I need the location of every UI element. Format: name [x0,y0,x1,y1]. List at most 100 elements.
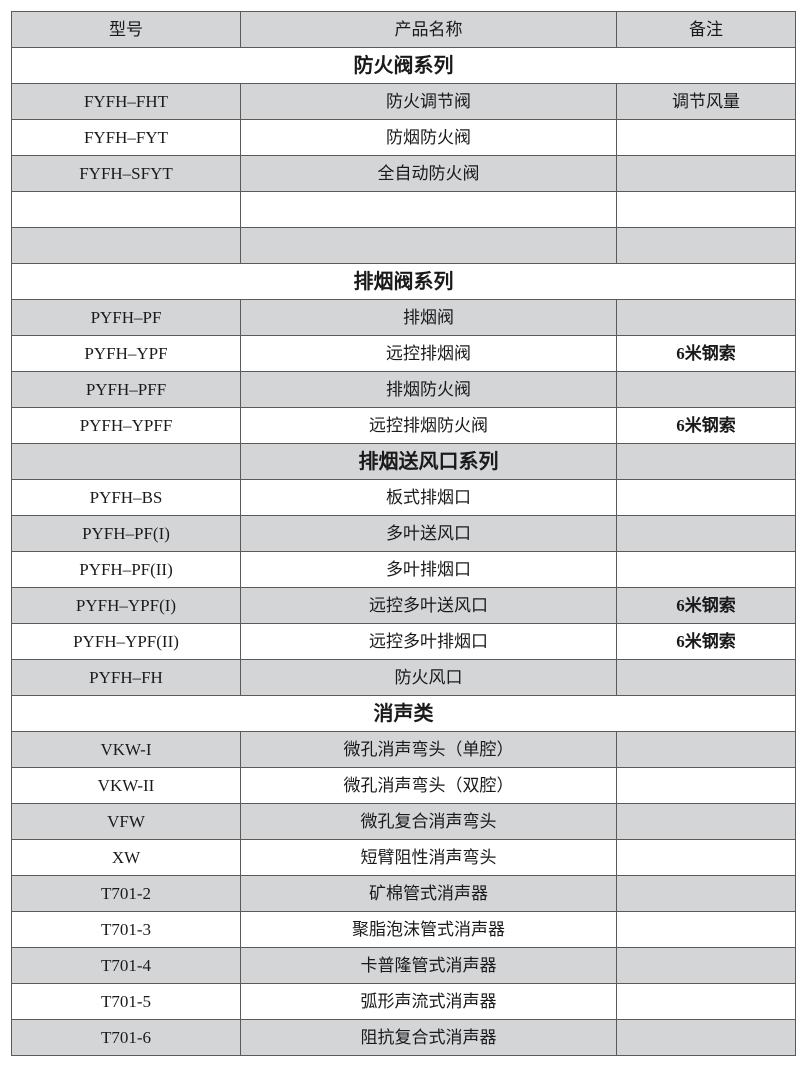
table-row: PYFH–PF 排烟阀 [11,299,796,336]
table-row: XW 短臂阻性消声弯头 [11,839,796,876]
table-row: VFW 微孔复合消声弯头 [11,803,796,840]
product-name-cell: 远控排烟防火阀 [240,407,617,444]
note-cell [616,659,796,696]
note-cell [616,479,796,516]
product-name-cell: 防烟防火阀 [240,119,617,156]
model-cell: PYFH–BS [11,479,241,516]
product-name-cell: 矿棉管式消声器 [240,875,617,912]
section-row: 排烟阀系列 [11,263,796,300]
section-title: 排烟送风口系列 [240,443,617,480]
table-row [11,191,796,228]
product-name-cell [240,191,617,228]
table-row: PYFH–YPFF 远控排烟防火阀 6米钢索 [11,407,796,444]
table-row: VKW-II 微孔消声弯头（双腔） [11,767,796,804]
section-title: 消声类 [11,695,796,732]
product-table: 型号 产品名称 备注 防火阀系列 FYFH–FHT 防火调节阀 调节风量 FYFH–FY… [11,11,796,1056]
table-row: PYFH–FH 防火风口 [11,659,796,696]
model-cell: PYFH–FH [11,659,241,696]
model-cell: FYFH–FYT [11,119,241,156]
table-row: PYFH–BS 板式排烟口 [11,479,796,516]
model-cell: PYFH–YPF [11,335,241,372]
section-title: 防火阀系列 [11,47,796,84]
table-row: PYFH–YPF(II) 远控多叶排烟口 6米钢索 [11,623,796,660]
note-cell [616,839,796,876]
model-cell: PYFH–PF(I) [11,515,241,552]
table-row: PYFH–PF(II) 多叶排烟口 [11,551,796,588]
note-cell [616,911,796,948]
note-cell [616,443,796,480]
table-row: PYFH–YPF 远控排烟阀 6米钢索 [11,335,796,372]
table-body: 防火阀系列 FYFH–FHT 防火调节阀 调节风量 FYFH–FYT 防烟防火阀 FYFH–… [11,47,796,1056]
table-row: PYFH–YPF(I) 远控多叶送风口 6米钢索 [11,587,796,624]
note-cell [616,731,796,768]
note-cell: 调节风量 [616,83,796,120]
model-cell: VKW-I [11,731,241,768]
header-note: 备注 [616,11,796,48]
product-name-cell: 防火风口 [240,659,617,696]
table-row: T701-3 聚脂泡沫管式消声器 [11,911,796,948]
model-cell: PYFH–YPF(I) [11,587,241,624]
note-cell [616,227,796,264]
section-title: 排烟阀系列 [11,263,796,300]
section-row: 排烟送风口系列 [11,443,796,480]
model-cell: PYFH–YPFF [11,407,241,444]
note-cell: 6米钢索 [616,407,796,444]
product-name-cell: 微孔复合消声弯头 [240,803,617,840]
table-header-row: 型号 产品名称 备注 [11,11,796,48]
table-row: PYFH–PFF 排烟防火阀 [11,371,796,408]
note-cell [616,371,796,408]
model-cell [11,443,241,480]
note-cell [616,119,796,156]
header-product-name: 产品名称 [240,11,617,48]
product-name-cell: 微孔消声弯头（双腔） [240,767,617,804]
model-cell: T701-6 [11,1019,241,1056]
note-cell [616,1019,796,1056]
product-name-cell: 远控多叶排烟口 [240,623,617,660]
model-cell: XW [11,839,241,876]
note-cell: 6米钢索 [616,623,796,660]
model-cell [11,227,241,264]
table-row: FYFH–FHT 防火调节阀 调节风量 [11,83,796,120]
product-name-cell: 阻抗复合式消声器 [240,1019,617,1056]
note-cell [616,191,796,228]
product-name-cell: 远控排烟阀 [240,335,617,372]
note-cell [616,947,796,984]
product-name-cell: 聚脂泡沫管式消声器 [240,911,617,948]
model-cell: VFW [11,803,241,840]
model-cell: FYFH–SFYT [11,155,241,192]
section-row: 消声类 [11,695,796,732]
table-row [11,227,796,264]
table-row: T701-4 卡普隆管式消声器 [11,947,796,984]
model-cell: T701-3 [11,911,241,948]
product-name-cell: 全自动防火阀 [240,155,617,192]
product-name-cell: 多叶排烟口 [240,551,617,588]
note-cell [616,299,796,336]
table-row: T701-5 弧形声流式消声器 [11,983,796,1020]
product-name-cell: 卡普隆管式消声器 [240,947,617,984]
note-cell [616,983,796,1020]
header-model: 型号 [11,11,241,48]
table-row: FYFH–SFYT 全自动防火阀 [11,155,796,192]
model-cell [11,191,241,228]
model-cell: T701-2 [11,875,241,912]
note-cell: 6米钢索 [616,335,796,372]
note-cell [616,155,796,192]
model-cell: PYFH–PFF [11,371,241,408]
table-row: T701-2 矿棉管式消声器 [11,875,796,912]
table-row: T701-6 阻抗复合式消声器 [11,1019,796,1056]
product-name-cell: 排烟阀 [240,299,617,336]
table-row: FYFH–FYT 防烟防火阀 [11,119,796,156]
model-cell: PYFH–PF(II) [11,551,241,588]
product-name-cell: 弧形声流式消声器 [240,983,617,1020]
note-cell [616,551,796,588]
note-cell [616,803,796,840]
product-name-cell: 板式排烟口 [240,479,617,516]
note-cell [616,515,796,552]
model-cell: PYFH–PF [11,299,241,336]
section-row: 防火阀系列 [11,47,796,84]
product-name-cell: 防火调节阀 [240,83,617,120]
table-row: VKW-I 微孔消声弯头（单腔） [11,731,796,768]
model-cell: T701-5 [11,983,241,1020]
model-cell: PYFH–YPF(II) [11,623,241,660]
note-cell [616,875,796,912]
